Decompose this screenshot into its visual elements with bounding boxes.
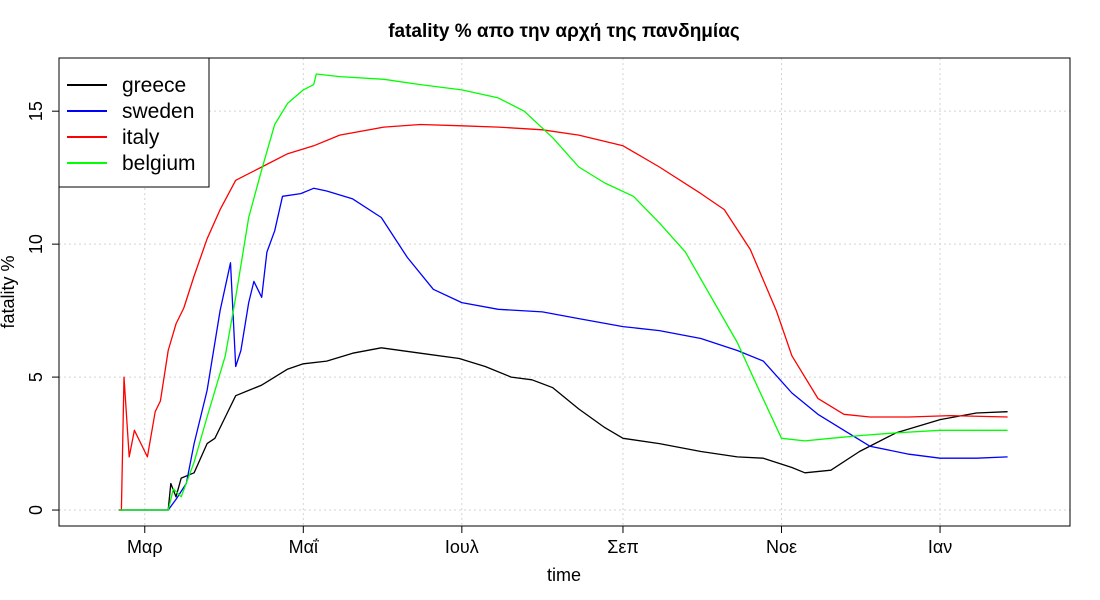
y-tick-label: 5 [26,372,46,382]
x-tick-label: Σεπ [607,537,639,557]
series-line-greece [118,347,1008,511]
x-axis: Μαρ Μαΐ Ιουλ Σεπ Νοε Ιαν [127,526,952,557]
x-axis-label: time [547,565,581,585]
x-tick-label: Ιουλ [445,537,479,557]
legend-label-sweden: sweden [122,100,194,123]
series-line-belgium [118,73,1008,511]
x-tick-label: Ιαν [928,537,952,557]
y-tick-label: 15 [26,101,46,121]
x-tick-label: Μαΐ [289,537,319,557]
series-line-italy [118,123,1008,511]
legend-label-belgium: belgium [122,152,196,175]
chart-title: fatality % απο την αρχή της πανδημίας [388,21,740,42]
x-tick-label: Νοε [766,537,797,557]
y-tick-label: 10 [26,234,46,254]
legend-box [58,57,210,188]
series-line-sweden [118,187,1008,511]
y-axis: 0 5 10 15 [26,101,59,515]
series-lines [118,73,1008,511]
x-tick-label: Μαρ [127,537,163,557]
legend-label-greece: greece [122,74,186,97]
y-tick-label: 0 [26,505,46,515]
grid [59,58,1070,526]
y-axis-label: fatality % [0,255,18,328]
legend: greece sweden italy belgium [58,57,210,188]
legend-label-italy: italy [122,126,160,149]
plot-frame [58,57,1071,527]
